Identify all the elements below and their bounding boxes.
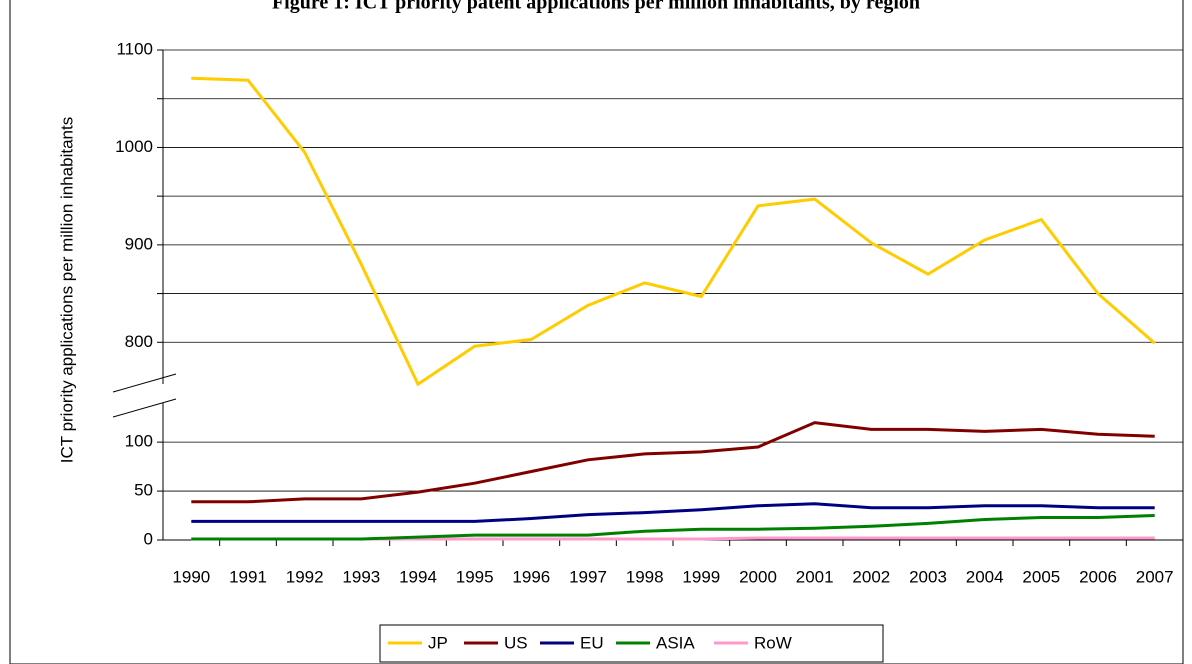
x-tick-label: 1990: [172, 567, 210, 586]
x-tick-label: 1996: [512, 567, 550, 586]
x-tick-label: 1997: [569, 567, 607, 586]
y-tick-label: 0: [144, 529, 153, 548]
x-tick-label: 1991: [229, 567, 267, 586]
legend-label: JP: [428, 633, 448, 652]
x-tick-label: 2001: [796, 567, 834, 586]
x-tick-label: 1998: [626, 567, 664, 586]
legend-label: US: [504, 633, 528, 652]
x-tick-label: 1993: [342, 567, 380, 586]
x-tick-label: 2007: [1136, 567, 1174, 586]
y-axis-label: ICT priority applications per million in…: [57, 117, 76, 463]
x-tick-label: 2006: [1079, 567, 1117, 586]
y-tick-label: 800: [125, 332, 153, 351]
legend-label: RoW: [754, 633, 792, 652]
axis-break: [112, 373, 177, 393]
legend-label: EU: [580, 633, 604, 652]
x-tick-label: 2005: [1022, 567, 1060, 586]
chart-title: Figure 1: ICT priority patent applicatio…: [272, 0, 920, 14]
y-tick-label: 50: [134, 481, 153, 500]
y-tick-label: 1000: [115, 137, 153, 156]
y-tick-label: 100: [125, 432, 153, 451]
x-tick-label: 2000: [739, 567, 777, 586]
series-line: [191, 421, 1155, 504]
series-line: [191, 76, 1156, 387]
x-tick-label: 1994: [399, 567, 437, 586]
x-tick-label: 2003: [909, 567, 947, 586]
chart-frame: [9, 0, 1184, 664]
x-tick-label: 2002: [852, 567, 890, 586]
legend-label: ASIA: [656, 633, 695, 652]
y-tick-label: 900: [125, 234, 153, 253]
axis-break: [112, 398, 177, 418]
y-tick-label: 1100: [116, 39, 153, 58]
series-line: [191, 502, 1155, 523]
x-tick-label: 1995: [456, 567, 494, 586]
series-line: [191, 514, 1155, 541]
x-tick-label: 1992: [286, 567, 324, 586]
x-tick-label: 1999: [682, 567, 720, 586]
x-tick-label: 2004: [966, 567, 1004, 586]
